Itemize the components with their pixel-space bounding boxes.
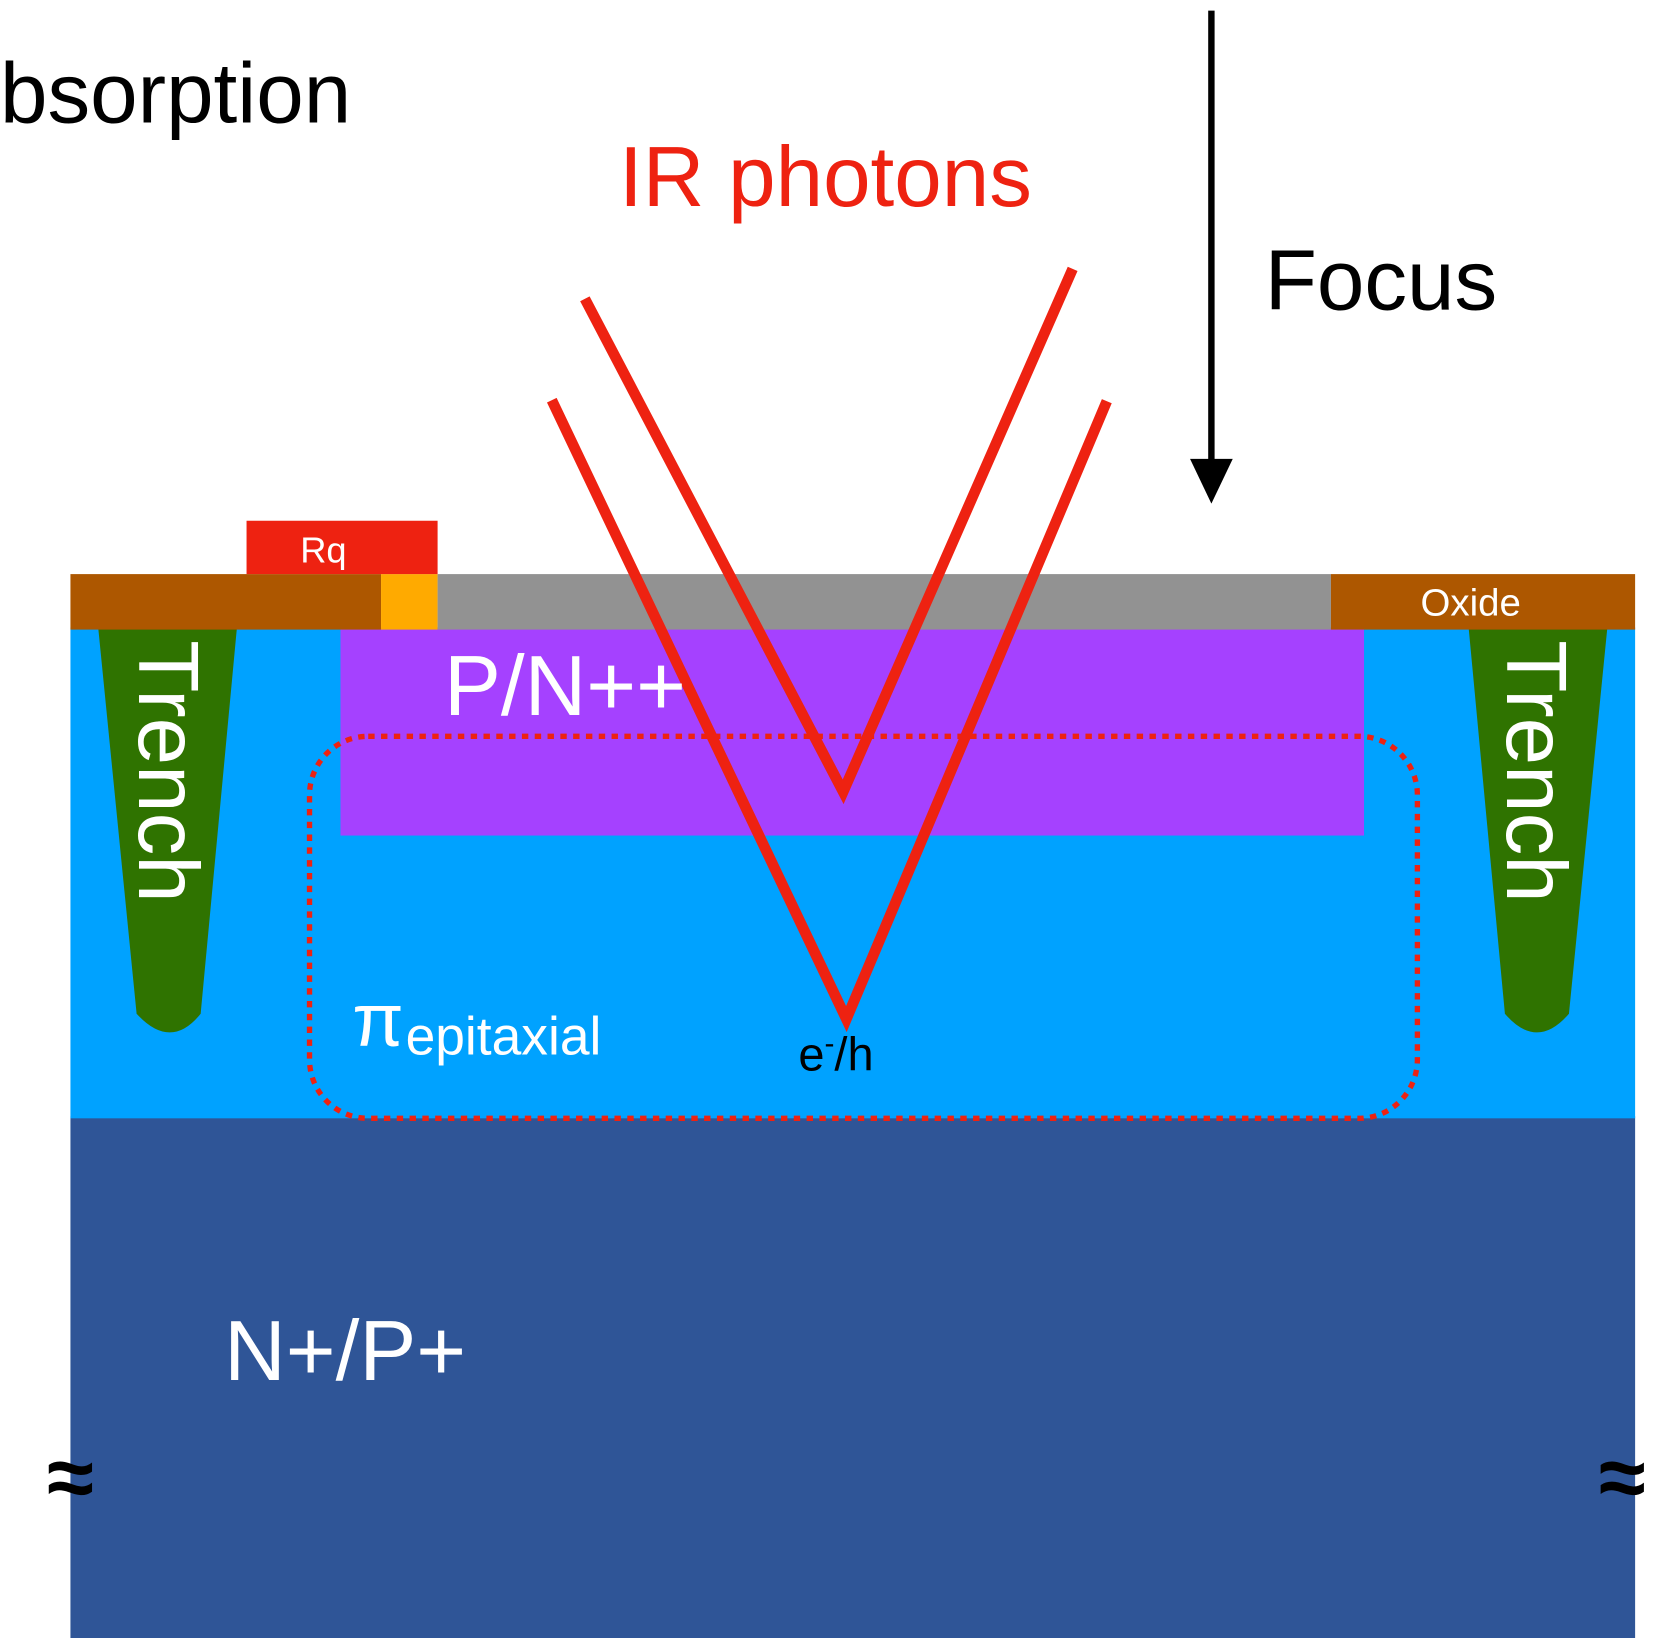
label: Trench [120, 640, 215, 902]
diagram: bsorption IR photons Focus Rq Oxide Tren… [0, 0, 1665, 1638]
label: Oxide [1421, 582, 1521, 625]
contact [381, 574, 438, 629]
label: bsorption [0, 47, 351, 142]
label: e-/h [798, 1027, 873, 1080]
label: e [798, 1027, 824, 1080]
label: /h [834, 1027, 873, 1080]
label: π [352, 978, 404, 1062]
label: Rq [300, 529, 346, 570]
page: bsorption IR photons Focus Rq Oxide Tren… [0, 0, 1665, 1638]
window [438, 574, 1331, 629]
label: Focus [1265, 233, 1497, 328]
label: - [824, 1027, 834, 1060]
oxide-left [70, 574, 381, 629]
label: IR photons [619, 130, 1032, 225]
arrow-head [1190, 459, 1233, 504]
label: ≈ [1599, 1431, 1646, 1526]
label: Trench [1488, 640, 1583, 902]
label: N+/P+ [224, 1304, 466, 1399]
label: epitaxial [406, 1007, 602, 1066]
label: ≈ [47, 1431, 94, 1526]
label: P/N++ [444, 639, 686, 734]
